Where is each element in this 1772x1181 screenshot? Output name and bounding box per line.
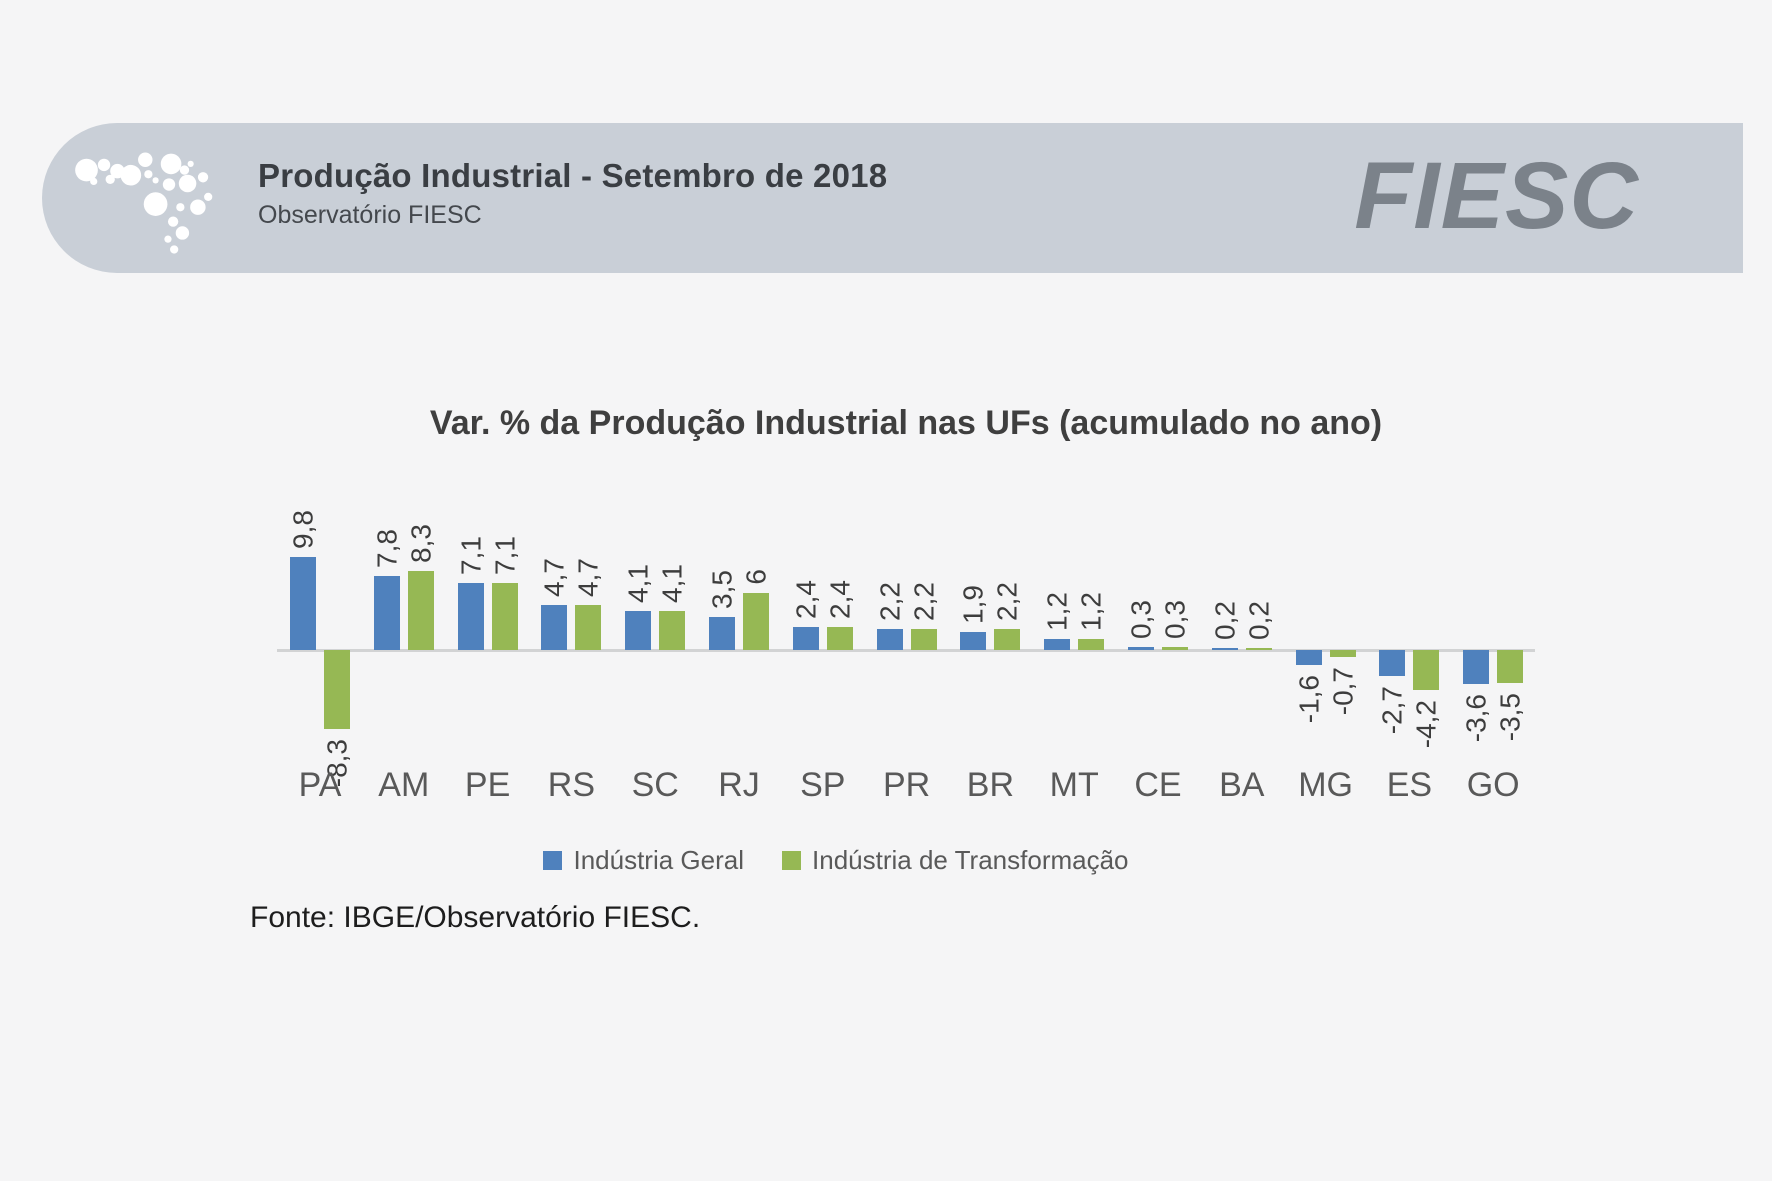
- br-geral-bar: [960, 631, 987, 650]
- am-transformacao-value-label: 8,3: [405, 524, 437, 564]
- mg-geral-value-label: -1,6: [1292, 675, 1324, 724]
- mg-transformacao-bar: [1329, 650, 1356, 657]
- mt-transformacao-bar: [1078, 638, 1105, 650]
- chart-legend: Indústria Geral Indústria de Transformaçã…: [0, 845, 1722, 876]
- bar-chart-plot: 9,8 -8,3 PA 7,8 8,3 AM 7,1 7,1 PE 4,7 4,7 RS 4,1 4,1 S…: [0, 420, 1772, 850]
- legend-item-industria-transformacao: Indústria de Transformação: [782, 845, 1129, 876]
- ce-transformacao-bar: [1162, 647, 1188, 650]
- page-subtitle: Observatório FIESC: [258, 200, 482, 229]
- chart-title: Var. % da Produção Industrial nas UFs (a…: [429, 404, 1383, 442]
- rs-geral-value-label: 4,7: [538, 558, 570, 598]
- es-geral-value-label: -2,7: [1376, 685, 1408, 734]
- x-axis-line: [277, 649, 1535, 652]
- rs-transformacao-value-label: 4,7: [572, 558, 604, 598]
- sc-geral-value-label: 4,1: [622, 564, 654, 604]
- category-label-pr: PR: [882, 766, 931, 804]
- ce-transformacao-value-label: 0,3: [1159, 600, 1191, 640]
- legend-label: Indústria de Transformação: [812, 845, 1129, 875]
- category-label-mt: MT: [1049, 766, 1099, 804]
- legend-swatch-icon: [782, 851, 802, 870]
- pr-transformacao-value-label: 2,2: [907, 582, 939, 622]
- mt-transformacao-value-label: 1,2: [1075, 591, 1107, 631]
- br-transformacao-value-label: 2,2: [991, 582, 1023, 622]
- pe-geral-value-label: 7,1: [454, 535, 486, 575]
- ba-geral-bar: [1211, 648, 1238, 650]
- sc-transformacao-value-label: 4,1: [656, 564, 688, 604]
- ba-transformacao-value-label: 0,2: [1243, 601, 1275, 641]
- ce-geral-bar: [1128, 647, 1154, 650]
- go-geral-value-label: -3,6: [1460, 694, 1492, 743]
- ba-transformacao-bar: [1245, 648, 1272, 650]
- rj-geral-bar: [709, 616, 735, 650]
- category-label-am: AM: [378, 766, 430, 804]
- ce-geral-value-label: 0,3: [1125, 600, 1157, 640]
- rj-transformacao-bar: [743, 593, 769, 650]
- am-transformacao-bar: [407, 571, 434, 650]
- category-label-pa: PA: [298, 766, 342, 804]
- mt-geral-value-label: 1,2: [1041, 591, 1073, 631]
- rj-geral-value-label: 3,5: [706, 569, 738, 609]
- rs-transformacao-bar: [575, 605, 602, 650]
- pe-transformacao-bar: [491, 582, 518, 650]
- pr-geral-value-label: 2,2: [873, 582, 905, 622]
- page-title: Produção Industrial - Setembro de 2018: [258, 157, 888, 194]
- es-geral-bar: [1379, 650, 1406, 676]
- pa-transformacao-bar: [324, 650, 350, 729]
- legend-item-industria-geral: Indústria Geral: [543, 845, 744, 876]
- mg-geral-bar: [1295, 650, 1322, 666]
- ba-geral-value-label: 0,2: [1209, 601, 1241, 641]
- header-band: Produção Industrial - Setembro de 2018 O…: [42, 123, 1743, 273]
- source-note: Fonte: IBGE/Observatório FIESC.: [250, 901, 701, 934]
- br-geral-value-label: 1,9: [957, 585, 989, 624]
- am-geral-value-label: 7,8: [371, 528, 403, 568]
- category-label-sp: SP: [800, 766, 846, 804]
- rs-geral-bar: [541, 605, 568, 650]
- category-label-es: ES: [1386, 766, 1433, 804]
- mt-geral-bar: [1044, 638, 1071, 650]
- category-label-sc: SC: [631, 766, 679, 804]
- pa-geral-value-label: 9,8: [287, 509, 319, 549]
- legend-label: Indústria Geral: [573, 845, 745, 875]
- pe-geral-bar: [457, 582, 484, 650]
- fiesc-logo: FIESC: [1354, 143, 1639, 249]
- sp-transformacao-bar: [826, 627, 853, 650]
- sc-geral-bar: [625, 611, 652, 650]
- pa-geral-bar: [290, 556, 316, 650]
- am-geral-bar: [373, 575, 400, 650]
- sp-transformacao-value-label: 2,4: [824, 580, 856, 620]
- legend-swatch-icon: [543, 851, 563, 870]
- sp-geral-value-label: 2,4: [790, 580, 822, 620]
- category-label-br: BR: [966, 766, 1015, 804]
- category-label-mg: MG: [1298, 766, 1353, 804]
- br-transformacao-bar: [994, 629, 1021, 650]
- dots-map-logo-icon: [75, 152, 213, 254]
- sc-transformacao-bar: [659, 611, 686, 650]
- mg-transformacao-value-label: -0,7: [1326, 666, 1358, 715]
- category-label-rj: RJ: [718, 766, 760, 804]
- pr-geral-bar: [876, 629, 903, 650]
- sp-geral-bar: [792, 627, 819, 650]
- es-transformacao-bar: [1413, 650, 1440, 690]
- go-transformacao-bar: [1497, 650, 1524, 684]
- go-transformacao-value-label: -3,5: [1494, 693, 1526, 742]
- pe-transformacao-value-label: 7,1: [488, 535, 520, 575]
- category-label-rs: RS: [547, 766, 596, 804]
- go-geral-bar: [1463, 650, 1490, 685]
- pr-transformacao-bar: [910, 629, 937, 650]
- header-titles: Produção Industrial - Setembro de 2018 O…: [258, 157, 887, 230]
- category-label-ce: CE: [1134, 766, 1182, 804]
- category-label-pe: PE: [464, 766, 511, 804]
- category-label-ba: BA: [1219, 766, 1265, 804]
- es-transformacao-value-label: -4,2: [1410, 699, 1442, 749]
- category-label-go: GO: [1466, 766, 1520, 804]
- rj-transformacao-value-label: 6: [740, 569, 772, 585]
